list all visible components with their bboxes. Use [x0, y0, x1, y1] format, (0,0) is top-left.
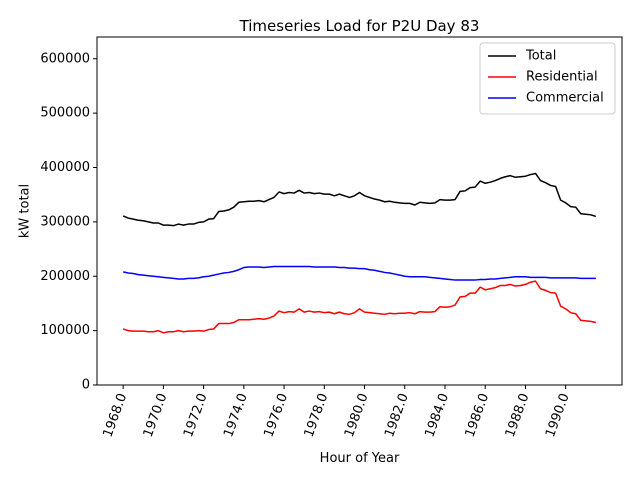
series-layer [122, 172, 597, 334]
legend: Total Residential Commercial [479, 42, 616, 115]
series-line-total [122, 172, 597, 227]
y-tick-label: 200000 [40, 269, 90, 284]
y-tick-label: 400000 [40, 160, 90, 175]
legend-label-total: Total [525, 49, 556, 64]
y-tick-label: 100000 [40, 323, 90, 338]
y-tick-label: 500000 [40, 106, 90, 121]
y-axis-title: kW total [18, 184, 33, 238]
plot-frame [96, 36, 623, 386]
series-line-residential [122, 280, 597, 334]
y-tick-label: 0 [82, 378, 90, 393]
legend-box [479, 42, 616, 115]
x-axis-title: Hour of Year [320, 451, 400, 466]
legend-label-residential: Residential [526, 70, 598, 85]
series-line-commercial [122, 265, 596, 281]
y-tick-label: 600000 [40, 51, 90, 66]
y-axis: 0 100000 200000 300000 400000 500000 600000 [40, 51, 97, 393]
plot-area [96, 36, 623, 386]
chart-title: Timeseries Load for P2U Day 83 [239, 17, 480, 35]
y-tick-label: 300000 [40, 214, 90, 229]
legend-label-commercial: Commercial [526, 91, 604, 106]
